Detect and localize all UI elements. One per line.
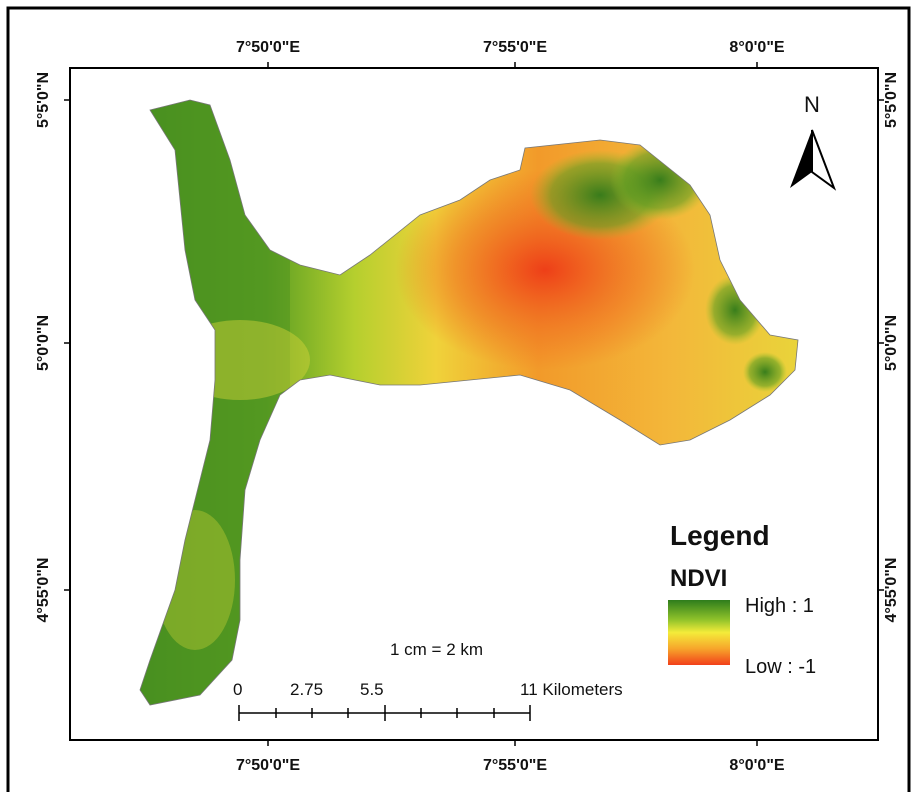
map-figure: N Legend NDVI High : 1 Low : -1 1 cm = 2… — [0, 0, 917, 792]
bottom-coord-label: 7°50'0"E — [236, 757, 300, 774]
legend-subtitle: NDVI — [670, 565, 727, 592]
left-coord-label: 5°5'0"N — [35, 72, 52, 128]
right-coord-label: 4°55'0"N — [883, 558, 900, 623]
legend-title: Legend — [670, 520, 770, 551]
north-arrow: N — [790, 92, 834, 188]
legend-high: High : 1 — [745, 595, 814, 617]
left-coord-label: 4°55'0"N — [35, 558, 52, 623]
scale-label: 2.75 — [290, 680, 323, 699]
right-coord-label: 5°5'0"N — [883, 72, 900, 128]
scale-label: 5.5 — [360, 680, 384, 699]
legend-ramp — [668, 600, 730, 665]
right-coord-label: 5°0'0"N — [883, 315, 900, 371]
scale-label: 11 Kilometers — [520, 680, 623, 699]
north-label: N — [804, 92, 820, 117]
top-coord-label: 7°50'0"E — [236, 39, 300, 56]
top-coord-label: 8°0'0"E — [729, 39, 784, 56]
left-coord-label: 5°0'0"N — [35, 315, 52, 371]
bottom-coord-label: 8°0'0"E — [729, 757, 784, 774]
bottom-coord-label: 7°55'0"E — [483, 757, 547, 774]
scale-text: 1 cm = 2 km — [390, 640, 483, 659]
scale-bar — [239, 705, 530, 721]
legend-low: Low : -1 — [745, 656, 816, 678]
scale-label: 0 — [233, 680, 242, 699]
top-coord-label: 7°55'0"E — [483, 39, 547, 56]
